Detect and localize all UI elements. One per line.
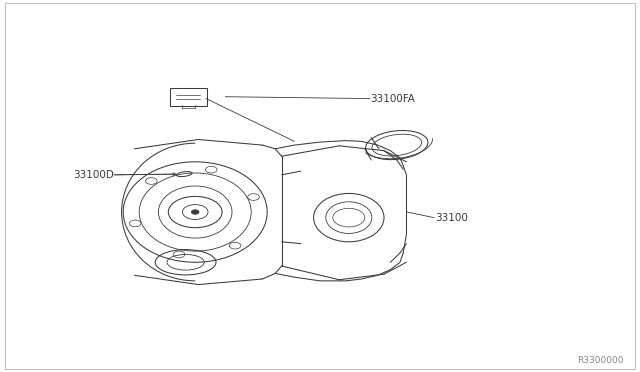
Text: 33100FA: 33100FA — [370, 94, 415, 103]
Circle shape — [191, 210, 199, 214]
Text: 33100D: 33100D — [74, 170, 115, 180]
FancyBboxPatch shape — [170, 88, 207, 106]
Text: R3300000: R3300000 — [577, 356, 624, 365]
Text: 33100: 33100 — [435, 213, 468, 222]
